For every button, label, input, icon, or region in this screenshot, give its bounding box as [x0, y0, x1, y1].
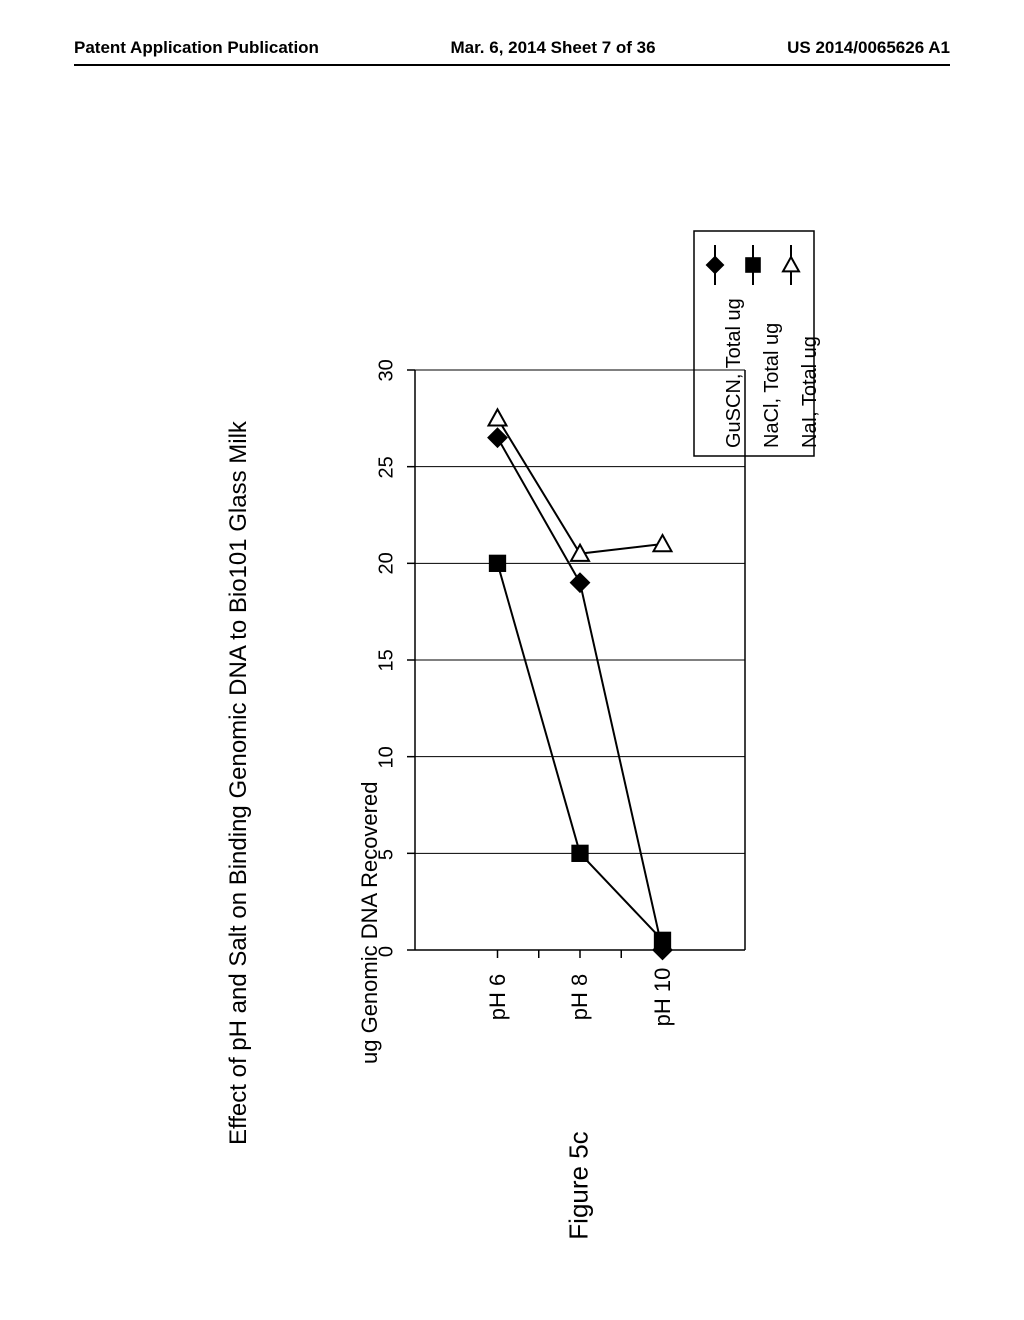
y-tick-label: 0 [376, 942, 399, 962]
legend-item-label: GuSCN, Total ug [723, 298, 746, 448]
figure-caption: Figure 5c [564, 1131, 595, 1239]
figure-area: Effect of pH and Salt on Binding Genomic… [215, 170, 835, 1170]
y-tick-label: 5 [376, 845, 399, 865]
x-tick-label: pH 6 [485, 967, 511, 1027]
x-tick-label: pH 10 [650, 967, 676, 1027]
y-tick-label: 15 [376, 652, 399, 672]
x-tick-label: pH 8 [567, 967, 593, 1027]
y-tick-label: 30 [376, 362, 399, 382]
header-left: Patent Application Publication [74, 38, 319, 58]
legend-item-label: NaCl, Total ug [761, 323, 784, 448]
chart-title: Effect of pH and Salt on Binding Genomic… [225, 421, 253, 1145]
y-tick-label: 25 [376, 458, 399, 478]
y-tick-label: 10 [376, 748, 399, 768]
header-rule [74, 64, 950, 66]
header-right: US 2014/0065626 A1 [787, 38, 950, 58]
legend-item-label: NaI, Total ug [799, 336, 822, 448]
header-center: Mar. 6, 2014 Sheet 7 of 36 [451, 38, 656, 58]
y-tick-label: 20 [376, 555, 399, 575]
